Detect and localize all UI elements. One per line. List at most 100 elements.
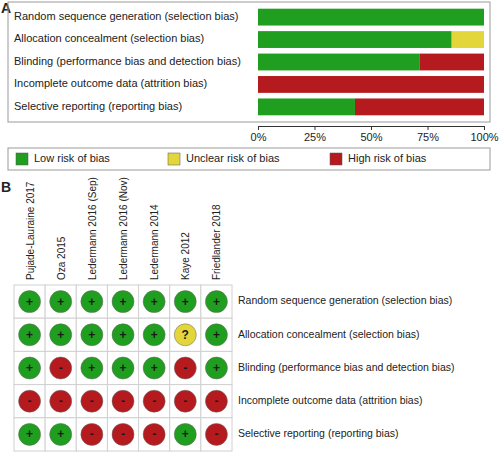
legend-swatch	[330, 153, 342, 165]
cell	[201, 318, 232, 351]
judgment-symbol: -	[121, 394, 125, 408]
cell	[139, 418, 170, 451]
tick-label: 75%	[417, 131, 439, 143]
judgment-symbol: ?	[182, 328, 189, 342]
row-label: Selective reporting (reporting bias)	[238, 427, 399, 439]
figure: ARandom sequence generation (selection b…	[0, 0, 500, 462]
judgment-symbol: +	[151, 295, 158, 309]
category-label: Blinding (performance bias and detection…	[14, 55, 241, 67]
judgment-symbol: +	[26, 427, 33, 441]
judgment-circle	[112, 390, 134, 412]
judgment-symbol: +	[213, 295, 220, 309]
row-label: Allocation concealment (selection bias)	[238, 328, 420, 340]
bar	[484, 31, 485, 48]
cell	[14, 351, 45, 384]
judgment-symbol: -	[214, 394, 218, 408]
panel-label: B	[1, 179, 11, 195]
judgment-circle	[81, 291, 103, 313]
cell	[107, 418, 138, 451]
legend: Low risk of biasUnclear risk of biasHigh…	[8, 148, 490, 170]
judgment-symbol: -	[90, 427, 94, 441]
judgment-symbol: +	[57, 295, 64, 309]
judgment-symbol: +	[88, 361, 95, 375]
cell	[76, 351, 107, 384]
category-label: Allocation concealment (selection bias)	[14, 32, 204, 44]
column-header: Ledermann 2016 (Sep)	[87, 177, 98, 280]
column-header: Ledermann 2016 (Nov)	[118, 177, 129, 280]
judgment-circle	[19, 423, 41, 445]
legend-swatch	[16, 153, 28, 165]
judgment-symbol: +	[119, 361, 126, 375]
cell	[107, 285, 138, 318]
judgment-circle	[112, 324, 134, 346]
judgment-circle	[19, 291, 41, 313]
judgment-circle	[174, 390, 196, 412]
tick-label: 0%	[251, 131, 267, 143]
judgment-circle	[50, 423, 72, 445]
judgment-symbol: +	[26, 295, 33, 309]
cell	[107, 318, 138, 351]
judgment-symbol: -	[183, 361, 187, 375]
judgment-circle	[112, 423, 134, 445]
judgment-circle	[174, 291, 196, 313]
judgment-symbol: +	[213, 328, 220, 342]
judgment-circle	[205, 324, 227, 346]
judgment-symbol: +	[57, 328, 64, 342]
category-label: Incomplete outcome data (attrition bias)	[14, 77, 207, 89]
judgment-circle	[81, 357, 103, 379]
judgment-circle	[81, 423, 103, 445]
judgment-symbol: -	[183, 394, 187, 408]
tick-mark	[315, 126, 316, 130]
tick: 50%	[360, 126, 382, 143]
tick: 100%	[470, 126, 498, 143]
judgment-circle	[143, 390, 165, 412]
column-header: Oza 2015	[56, 236, 67, 280]
judgment-circle	[19, 324, 41, 346]
bar	[258, 98, 355, 115]
judgment-symbol: +	[26, 361, 33, 375]
judgment-symbol: +	[213, 361, 220, 375]
cell	[139, 318, 170, 351]
column-headers: Pujade-Lauraine 2017Oza 2015Ledermann 20…	[25, 177, 223, 280]
cell	[201, 385, 232, 418]
cell	[14, 285, 45, 318]
bar	[355, 98, 484, 115]
tick-label: 25%	[304, 131, 326, 143]
cell	[170, 318, 201, 351]
judgment-circle	[50, 390, 72, 412]
judgment-symbol: -	[152, 427, 156, 441]
bar	[258, 9, 484, 26]
cell	[139, 351, 170, 384]
cell	[201, 351, 232, 384]
row-label: Incomplete outcome data (attrition bias)	[238, 394, 422, 406]
column-header: Ledermann 2014	[149, 204, 160, 280]
cell	[107, 351, 138, 384]
row-label: Blinding (performance bias and detection…	[238, 361, 455, 373]
judgment-circle	[143, 357, 165, 379]
judgment-circle	[143, 423, 165, 445]
cell	[45, 351, 76, 384]
cell	[45, 285, 76, 318]
cell	[76, 318, 107, 351]
category-label: Selective reporting (reporting bias)	[14, 100, 182, 112]
judgment-circle	[50, 357, 72, 379]
judgment-symbol: -	[90, 394, 94, 408]
judgment-circle	[50, 324, 72, 346]
judgment-symbol: -	[28, 394, 32, 408]
judgment-circle	[19, 357, 41, 379]
judgment-circle	[205, 291, 227, 313]
judgment-symbol: +	[26, 328, 33, 342]
row-label: Random sequence generation (selection bi…	[238, 294, 452, 306]
judgment-circle	[174, 423, 196, 445]
judgment-symbol: -	[121, 427, 125, 441]
cell	[76, 285, 107, 318]
cell	[139, 385, 170, 418]
judgment-circle	[205, 423, 227, 445]
cell	[170, 285, 201, 318]
bars	[258, 9, 484, 116]
cell	[201, 418, 232, 451]
cell	[107, 385, 138, 418]
tick-mark	[428, 126, 429, 130]
judgment-circle	[19, 390, 41, 412]
legend-swatch	[168, 153, 180, 165]
